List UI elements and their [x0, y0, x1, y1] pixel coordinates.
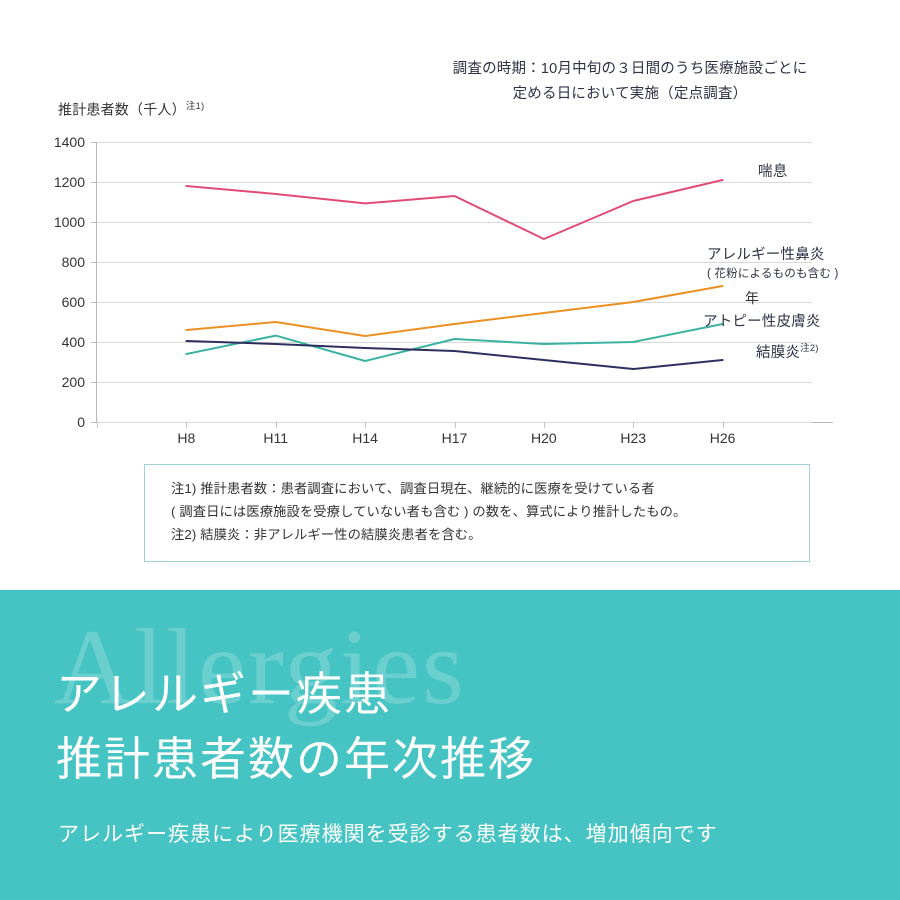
y-tick-label: 400 [61, 334, 85, 350]
footnote-box: 注1) 推計患者数：患者調査において、調査日現在、継続的に医療を受けている者 (… [144, 464, 810, 562]
x-tick-label: H14 [352, 430, 378, 446]
survey-note-line1: 調査の時期：10月中旬の３日間のうち医療施設ごとに [452, 61, 808, 77]
x-axis-tick [186, 422, 188, 428]
x-axis-unit-label: 年 [745, 290, 759, 306]
series-label-asthma: 喘息 [758, 164, 788, 180]
gridline [97, 342, 812, 343]
y-axis-tick [91, 142, 97, 143]
banner-watermark-text: Allergies [54, 608, 466, 727]
banner-subtitle: アレルギー疾患により医療機関を受診する患者数は、増加傾向です [58, 822, 718, 846]
gridline [97, 382, 812, 383]
x-axis-tick [365, 422, 367, 428]
x-axis-tick [454, 422, 456, 428]
series-line [185, 323, 724, 362]
y-axis-tick [91, 422, 97, 423]
series-label-rhinitis: アレルギー性鼻炎 ( 花粉によるものも含む ) [707, 243, 839, 281]
series-label-rhinitis-main: アレルギー性鼻炎 [707, 247, 825, 263]
gridline [97, 262, 812, 263]
y-axis-title: 推計患者数（千人）注1) [58, 98, 204, 120]
banner-title: アレルギー疾患 推計患者数の年次推移 [56, 662, 536, 793]
x-axis-tick [543, 422, 545, 428]
series-label-dermatitis: アトピー性皮膚炎 [703, 314, 821, 330]
footnote-line-3: 注2) 結膜炎：非アレルギー性の結膜炎患者を含む。 [171, 526, 482, 542]
x-tick-label: H8 [177, 430, 196, 446]
x-tick-label: H23 [620, 430, 647, 446]
gridline [97, 142, 812, 143]
footnote-line-1: 注1) 推計患者数：患者調査において、調査日現在、継続的に医療を受けている者 [171, 481, 655, 496]
x-tick-label: H20 [531, 430, 557, 446]
series-label-conjunctivitis-footnote-marker: 注2) [800, 343, 819, 354]
series-label-conjunctivitis-main: 結膜炎 [756, 344, 801, 361]
series-line [185, 285, 724, 337]
y-axis-tick [91, 342, 97, 343]
series-line [185, 340, 724, 370]
x-tick-label: H11 [263, 430, 289, 446]
y-tick-label: 0 [77, 414, 85, 430]
y-axis-title-text: 推計患者数（千人） [58, 101, 186, 118]
y-tick-label: 600 [61, 294, 85, 310]
title-banner: Allergies アレルギー疾患 推計患者数の年次推移 アレルギー疾患により医… [0, 590, 900, 900]
survey-note-line2: 定める日において実施（定点調査） [512, 86, 748, 103]
gridline [97, 222, 812, 223]
series-label-conjunctivitis: 結膜炎注2) [756, 340, 819, 362]
y-axis-title-footnote-marker: 注1) [185, 101, 205, 112]
y-axis-tick [91, 222, 97, 223]
y-axis-tick [91, 182, 97, 183]
plot-area: 0 200 400 600 800 1000 1200 1400 H8 H11 H14 H17 H20… [54, 134, 833, 446]
x-axis-tick [722, 422, 724, 428]
x-tick-label: H17 [441, 430, 468, 446]
y-axis-line [96, 142, 97, 423]
y-tick-label: 800 [61, 254, 85, 270]
gridline [97, 182, 812, 183]
series-lines [185, 179, 724, 370]
y-tick-label: 1000 [53, 214, 85, 230]
footnote-line-2: ( 調査日には医療施設を受療していない者も含む ) の数を、算式により推計したも… [171, 503, 687, 519]
y-tick-label: 1400 [53, 134, 85, 150]
survey-period-note: 調査の時期：10月中旬の３日間のうち医療施設ごとに 定める日において実施（定点調… [430, 57, 830, 108]
y-axis-tick [91, 302, 97, 303]
x-axis-tick [275, 422, 277, 428]
x-axis-tick [633, 422, 635, 428]
y-tick-label: 200 [61, 374, 85, 390]
y-axis-tick [91, 382, 97, 383]
x-tick-label: H26 [709, 430, 736, 446]
banner-title-line1: アレルギー疾患 [56, 669, 392, 720]
gridline [97, 302, 812, 303]
series-label-rhinitis-sub: ( 花粉によるものも含む ) [707, 268, 839, 280]
y-axis-tick [91, 262, 97, 263]
chart-section: 調査の時期：10月中旬の３日間のうち医療施設ごとに 定める日において実施（定点調… [53, 57, 839, 562]
y-tick-label: 1200 [53, 174, 85, 190]
x-axis-tick [97, 422, 98, 428]
banner-title-line2: 推計患者数の年次推移 [56, 734, 536, 786]
series-line [185, 179, 724, 240]
